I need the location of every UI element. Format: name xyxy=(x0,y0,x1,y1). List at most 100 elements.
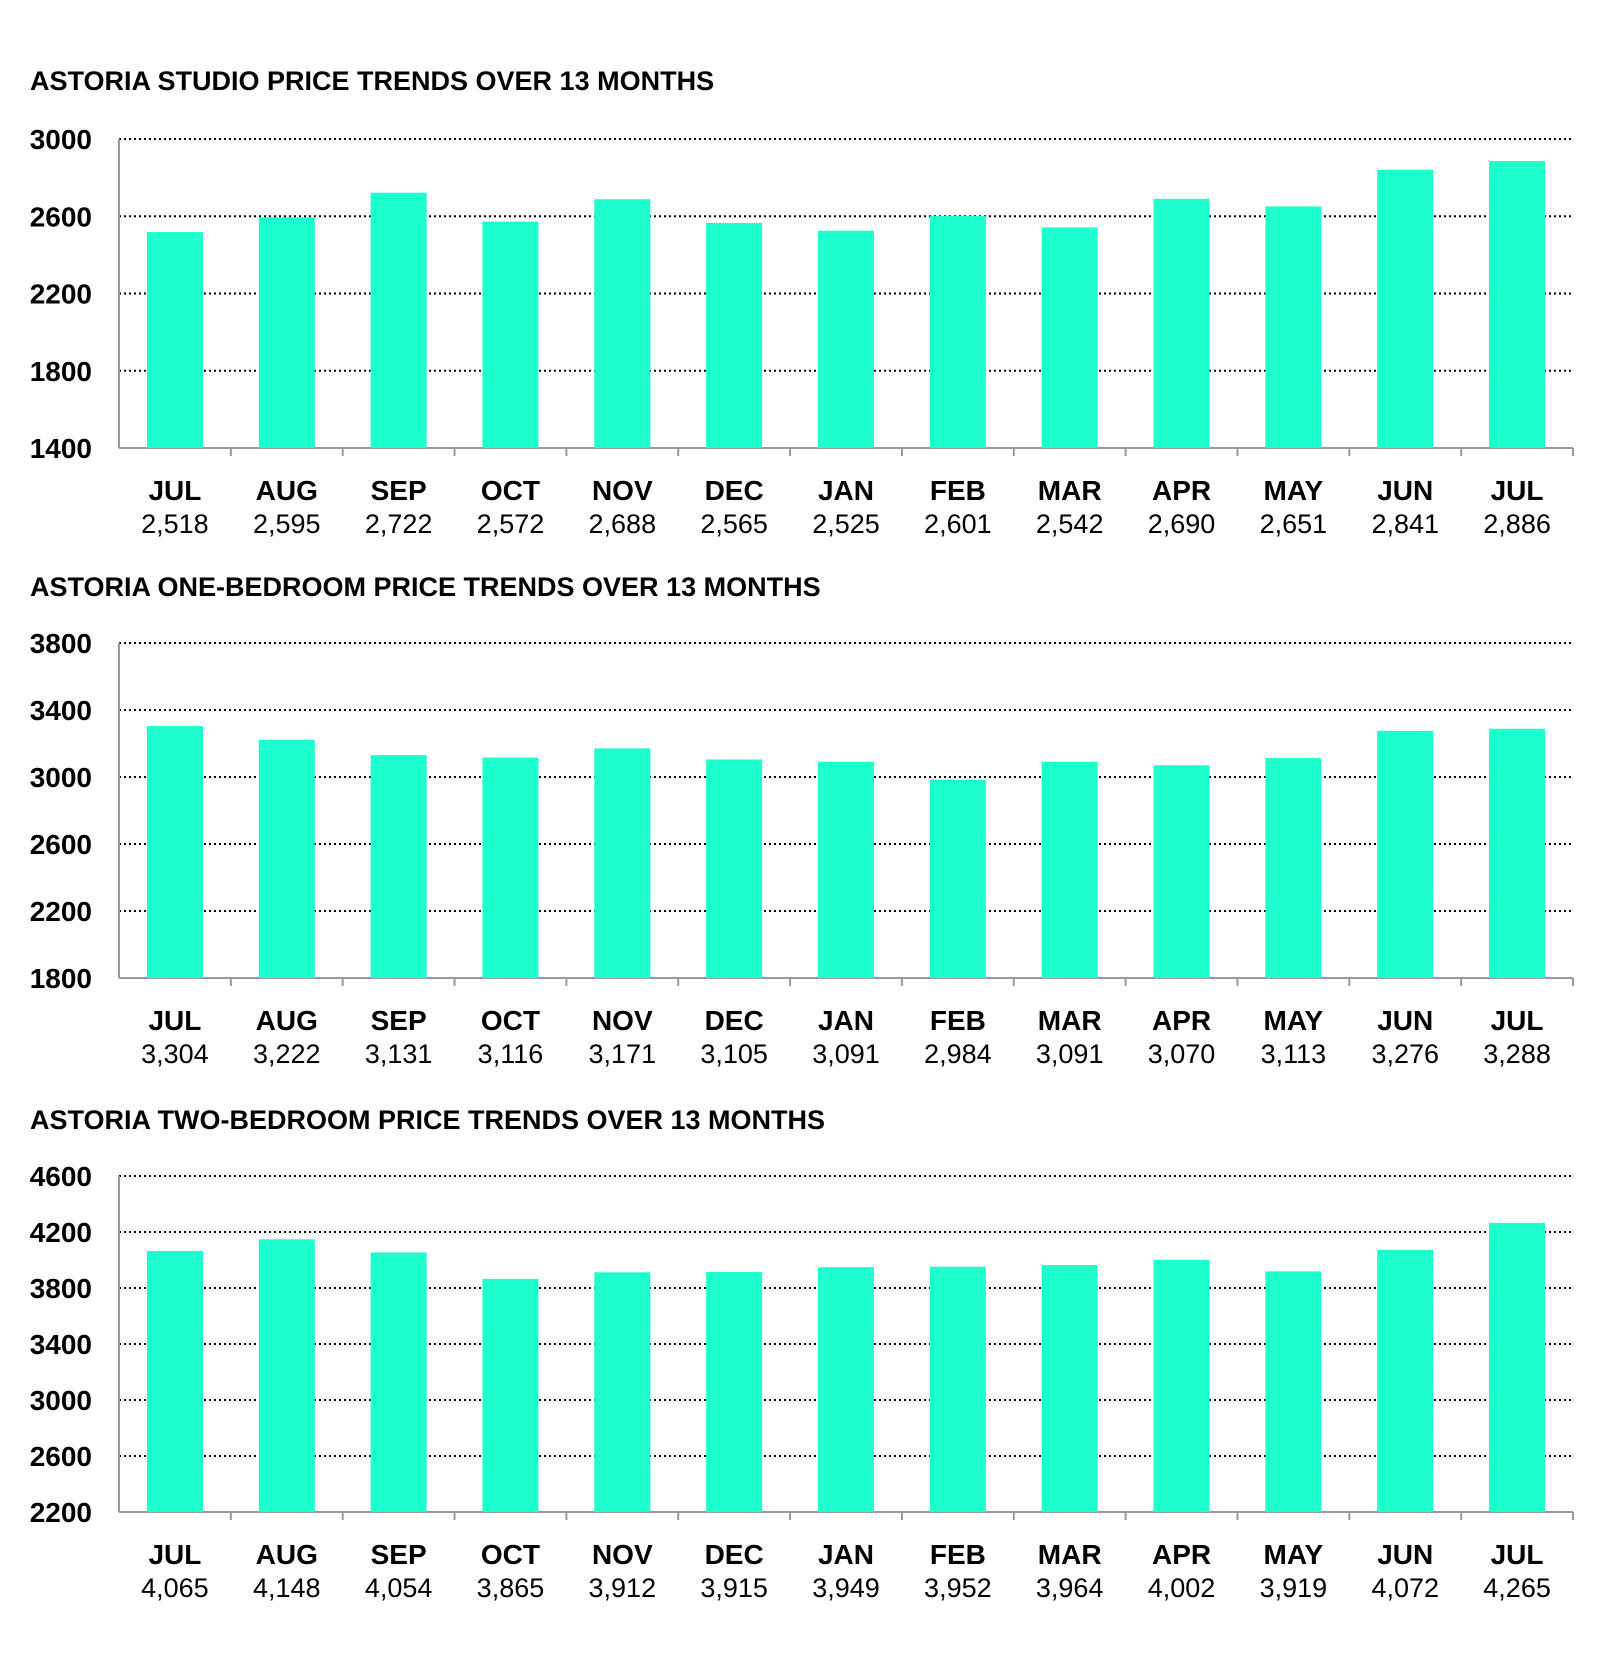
y-tick-label: 3800 xyxy=(30,628,92,659)
data-value-label: 4,065 xyxy=(141,1573,209,1603)
bar xyxy=(370,1252,427,1512)
data-value-label: 2,565 xyxy=(700,509,768,539)
chart-title: ASTORIA ONE-BEDROOM PRICE TRENDS OVER 13… xyxy=(30,572,821,602)
data-value-label: 3,304 xyxy=(141,1039,209,1069)
bar xyxy=(370,192,427,448)
bar xyxy=(594,1272,651,1512)
x-category-label: JUL xyxy=(148,1539,201,1570)
x-category-label: MAR xyxy=(1038,1539,1102,1570)
x-category-label: NOV xyxy=(592,1539,653,1570)
chart-title: ASTORIA STUDIO PRICE TRENDS OVER 13 MONT… xyxy=(30,66,715,96)
bar xyxy=(370,755,427,978)
data-value-label: 3,171 xyxy=(589,1039,657,1069)
data-value-label: 3,919 xyxy=(1260,1573,1328,1603)
data-value-label: 3,070 xyxy=(1148,1039,1216,1069)
x-category-label: SEP xyxy=(371,1005,427,1036)
bar xyxy=(1265,758,1322,978)
data-value-label: 4,148 xyxy=(253,1573,321,1603)
x-category-label: DEC xyxy=(705,1005,764,1036)
x-category-label: FEB xyxy=(930,475,986,506)
y-tick-label: 4200 xyxy=(30,1217,92,1248)
data-value-label: 2,651 xyxy=(1260,509,1328,539)
data-value-label: 3,222 xyxy=(253,1039,321,1069)
y-tick-label: 2200 xyxy=(30,1497,92,1528)
bar xyxy=(929,1266,986,1512)
data-value-label: 3,131 xyxy=(365,1039,433,1069)
x-category-label: MAR xyxy=(1038,1005,1102,1036)
y-tick-label: 3000 xyxy=(30,1385,92,1416)
bar xyxy=(1489,1222,1546,1512)
y-tick-label: 1400 xyxy=(30,433,92,464)
x-category-label: JUN xyxy=(1377,1005,1433,1036)
bar xyxy=(706,759,763,978)
x-category-label: JAN xyxy=(818,1005,874,1036)
bar xyxy=(594,748,651,978)
data-value-label: 4,072 xyxy=(1371,1573,1439,1603)
x-category-label: SEP xyxy=(371,1539,427,1570)
bar xyxy=(482,1278,539,1512)
y-tick-label: 3000 xyxy=(30,124,92,155)
y-tick-label: 4600 xyxy=(30,1161,92,1192)
bar-chart: 2200260030003400380042004600JUL4,065AUG4… xyxy=(30,1161,1574,1603)
x-category-label: JUL xyxy=(1491,1539,1544,1570)
x-category-label: JAN xyxy=(818,475,874,506)
bar xyxy=(706,1271,763,1512)
data-value-label: 3,912 xyxy=(589,1573,657,1603)
x-category-label: JAN xyxy=(818,1539,874,1570)
x-category-label: NOV xyxy=(592,475,653,506)
data-value-label: 3,915 xyxy=(700,1573,768,1603)
x-category-label: JUN xyxy=(1377,475,1433,506)
bar xyxy=(1041,227,1098,448)
data-value-label: 2,690 xyxy=(1148,509,1216,539)
data-value-label: 2,722 xyxy=(365,509,433,539)
data-value-label: 3,091 xyxy=(812,1039,880,1069)
bar xyxy=(1377,730,1434,978)
x-category-label: APR xyxy=(1152,475,1211,506)
y-tick-label: 2600 xyxy=(30,829,92,860)
y-tick-label: 2200 xyxy=(30,896,92,927)
bar xyxy=(146,1250,203,1512)
x-category-label: APR xyxy=(1152,1539,1211,1570)
bar-chart: 14001800220026003000JUL2,518AUG2,595SEP2… xyxy=(30,124,1574,539)
bar xyxy=(146,726,203,978)
data-value-label: 2,572 xyxy=(477,509,545,539)
bar xyxy=(482,757,539,978)
y-tick-label: 2600 xyxy=(30,1441,92,1472)
x-category-label: MAY xyxy=(1264,1539,1324,1570)
bar xyxy=(258,1239,315,1512)
y-tick-label: 1800 xyxy=(30,356,92,387)
chart-panel: ASTORIA STUDIO PRICE TRENDS OVER 13 MONT… xyxy=(0,66,1600,558)
x-category-label: FEB xyxy=(930,1539,986,1570)
bar xyxy=(706,223,763,448)
data-value-label: 3,091 xyxy=(1036,1039,1104,1069)
x-category-label: AUG xyxy=(256,475,318,506)
data-value-label: 3,105 xyxy=(700,1039,768,1069)
bar xyxy=(258,217,315,448)
bar xyxy=(818,230,874,448)
data-value-label: 2,595 xyxy=(253,509,321,539)
data-value-label: 3,288 xyxy=(1483,1039,1551,1069)
bar xyxy=(1041,761,1098,978)
x-category-label: NOV xyxy=(592,1005,653,1036)
data-value-label: 3,276 xyxy=(1371,1039,1439,1069)
x-category-label: OCT xyxy=(481,1539,540,1570)
chart-panel: ASTORIA ONE-BEDROOM PRICE TRENDS OVER 13… xyxy=(0,572,1600,1088)
bar xyxy=(1377,169,1434,448)
data-value-label: 3,949 xyxy=(812,1573,880,1603)
data-value-label: 2,525 xyxy=(812,509,880,539)
bar xyxy=(929,779,986,978)
data-value-label: 3,865 xyxy=(477,1573,545,1603)
x-category-label: MAY xyxy=(1264,475,1324,506)
data-value-label: 2,841 xyxy=(1371,509,1439,539)
data-value-label: 3,113 xyxy=(1261,1039,1327,1069)
data-value-label: 4,054 xyxy=(365,1573,433,1603)
x-category-label: DEC xyxy=(705,1539,764,1570)
bar xyxy=(482,221,539,448)
x-category-label: OCT xyxy=(481,475,540,506)
y-tick-label: 3800 xyxy=(30,1273,92,1304)
data-value-label: 4,002 xyxy=(1148,1573,1216,1603)
x-category-label: FEB xyxy=(930,1005,986,1036)
x-category-label: JUL xyxy=(1491,1005,1544,1036)
bar xyxy=(258,739,315,978)
